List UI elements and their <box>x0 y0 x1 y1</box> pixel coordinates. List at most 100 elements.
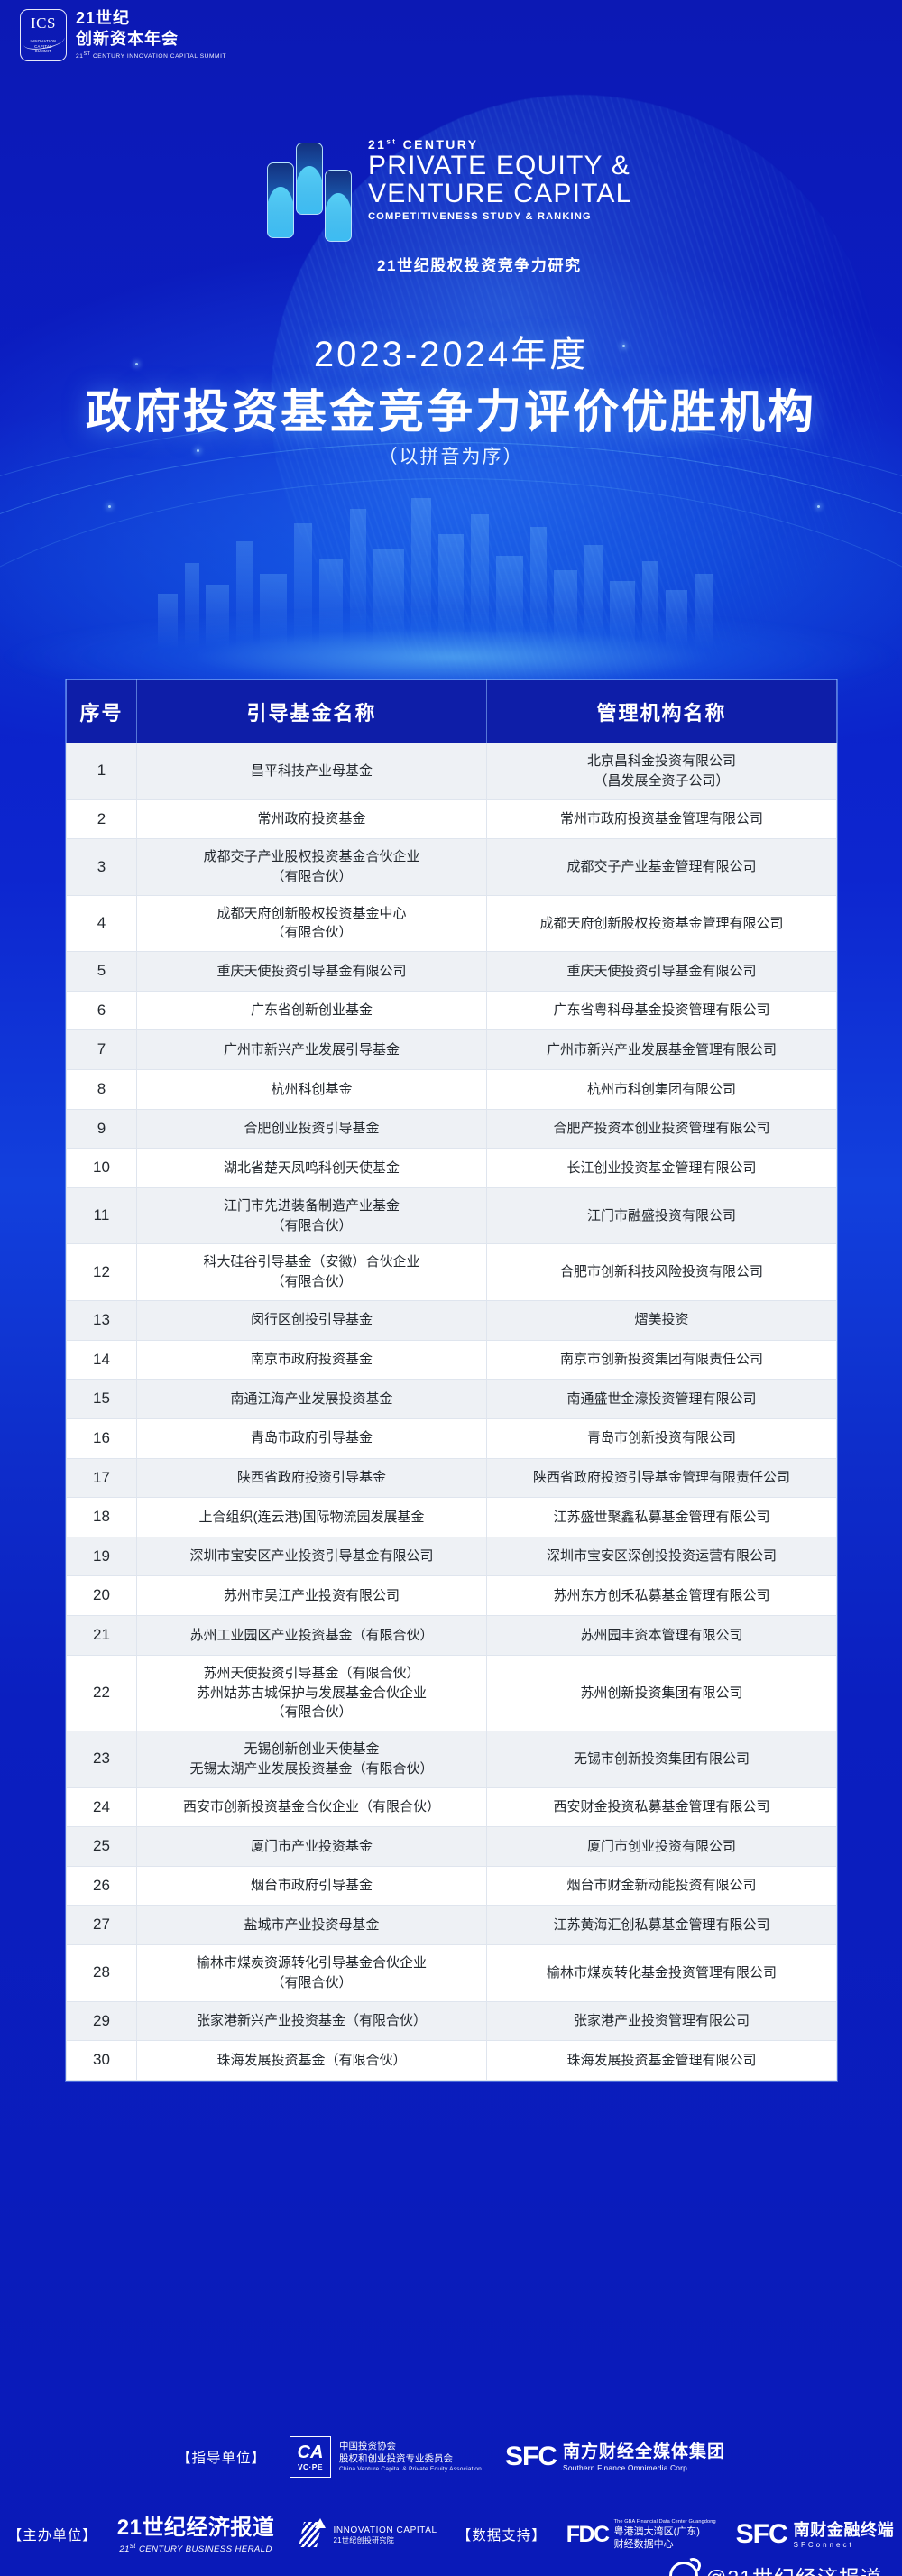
org-name-line: 长江创业投资基金管理有限公司 <box>566 1159 757 1176</box>
org-name-line: 苏州园丰资本管理有限公司 <box>580 1627 743 1643</box>
org-name-line: 陕西省政府投资引导基金管理有限责任公司 <box>532 1469 790 1485</box>
sfconnect-logo: SFC 南财金融终端 SFConnect <box>736 2519 895 2550</box>
table-row: 28 榆林市煤炭资源转化引导基金合伙企业 （有限合伙） 榆林市煤炭转化基金投资管理有限… <box>66 1944 837 2002</box>
fdc-en: The GBA Financial Data Center Guangdong <box>613 2518 716 2525</box>
bar-chart-icon <box>267 137 354 242</box>
row-org-name: 广东省粤科母基金投资管理有限公司 <box>486 990 837 1031</box>
ics-logo: ICS INNOVATION CAPITAL SUMMIT 21世纪 创新资本年会 … <box>20 9 226 61</box>
ics-name-line2: 创新资本年会 <box>76 30 179 49</box>
org-name-line: 无锡市创新投资集团有限公司 <box>573 1750 750 1767</box>
row-fund-name: 成都天府创新股权投资基金中心 （有限合伙） <box>136 894 487 953</box>
table-row: 29 张家港新兴产业投资基金（有限合伙） 张家港产业投资管理有限公司 <box>66 2000 837 2042</box>
cvca-cn1: 中国投资协会 <box>338 2440 396 2451</box>
org-name-line: 成都交子产业基金管理有限公司 <box>566 859 757 875</box>
row-fund-name: 青岛市政府引导基金 <box>136 1417 487 1459</box>
row-org-name: 陕西省政府投资引导基金管理有限责任公司 <box>486 1457 837 1499</box>
innovation-en: INNOVATION CAPITAL <box>333 2525 437 2535</box>
org-name-line: 江苏盛世聚鑫私募基金管理有限公司 <box>553 1509 770 1525</box>
fund-name-line: 烟台市政府引导基金 <box>250 1878 373 1894</box>
row-org-name: 苏州创新投资集团有限公司 <box>486 1654 837 1732</box>
row-org-name: 西安财金投资私募基金管理有限公司 <box>486 1787 837 1828</box>
org-name-line: 烟台市财金新动能投资有限公司 <box>566 1878 757 1894</box>
row-fund-name: 榆林市煤炭资源转化引导基金合伙企业 （有限合伙） <box>136 1944 487 2002</box>
innovation-capital-wordmark: INNOVATION CAPITAL 21世纪创投研究院 <box>333 2525 437 2545</box>
table-row: 22 苏州天使投资引导基金（有限合伙） 苏州姑苏古城保护与发展基金合伙企业 （有限合伙… <box>66 1654 837 1732</box>
row-org-name: 苏州东方创禾私募基金管理有限公司 <box>486 1575 837 1617</box>
ics-swoosh-icon <box>23 31 66 51</box>
guide-unit-label: 【指导单位】 <box>176 2451 266 2466</box>
row-index: 22 <box>66 1654 137 1732</box>
org-name-line: 榆林市煤炭转化基金投资管理有限公司 <box>546 1964 777 1980</box>
arc-lines-graphic <box>0 424 902 731</box>
table-row: 2 常州政府投资基金 常州市政府投资基金管理有限公司 <box>66 799 837 840</box>
row-fund-name: 苏州天使投资引导基金（有限合伙） 苏州姑苏古城保护与发展基金合伙企业 （有限合伙） <box>136 1654 487 1732</box>
org-name-line: 厦门市创业投资有限公司 <box>586 1838 736 1854</box>
fund-name-line: 厦门市产业投资基金 <box>250 1838 373 1854</box>
row-fund-name: 厦门市产业投资基金 <box>136 1826 487 1867</box>
weibo-icon <box>669 2562 699 2576</box>
sparkle <box>135 363 138 365</box>
ics-logo-wordmark: 21世纪 创新资本年会 21ST CENTURY INNOVATION CAPI… <box>76 10 226 60</box>
row-index: 19 <box>66 1536 137 1577</box>
fund-name-line: （有限合伙） <box>271 868 353 884</box>
row-org-name: 合肥产投资本创业投资管理有限公司 <box>486 1108 837 1150</box>
row-index: 26 <box>66 1865 137 1907</box>
fund-name-line: 苏州姑苏古城保护与发展基金合伙企业 <box>196 1685 427 1701</box>
fund-name-line: 上合组织(连云港)国际物流园发展基金 <box>198 1509 425 1525</box>
fund-name-line: 合肥创业投资引导基金 <box>244 1121 380 1137</box>
row-org-name: 成都交子产业基金管理有限公司 <box>486 838 837 896</box>
sfc-cn: 南方财经全媒体集团 <box>563 2442 726 2461</box>
row-index: 1 <box>66 743 137 800</box>
fdc-cn1: 粤港澳大湾区(广东) <box>613 2525 700 2537</box>
row-fund-name: 科大硅谷引导基金（安徽）合伙企业 （有限合伙） <box>136 1243 487 1301</box>
fund-name-line: （有限合伙） <box>271 1704 353 1721</box>
table-row: 19 深圳市宝安区产业投资引导基金有限公司 深圳市宝安区深创投投资运营有限公司 <box>66 1536 837 1577</box>
table-row: 9 合肥创业投资引导基金 合肥产投资本创业投资管理有限公司 <box>66 1108 837 1150</box>
table-row: 27 盐城市产业投资母基金 江苏黄海汇创私募基金管理有限公司 <box>66 1905 837 1946</box>
table-header-row: 序号 引导基金名称 管理机构名称 <box>66 679 837 743</box>
sfc-logo: SFC 南方财经全媒体集团 Southern Finance Omnimedia… <box>505 2442 725 2472</box>
org-name-line: 成都天府创新股权投资基金管理有限公司 <box>539 915 784 931</box>
row-org-name: 珠海发展投资基金管理有限公司 <box>486 2040 837 2081</box>
fund-name-line: 苏州天使投资引导基金（有限合伙） <box>203 1665 420 1681</box>
table-row: 12 科大硅谷引导基金（安徽）合伙企业 （有限合伙） 合肥市创新科技风险投资有限公司 <box>66 1243 837 1301</box>
row-org-name: 南通盛世金濠投资管理有限公司 <box>486 1379 837 1419</box>
footer-row-host: 【主办单位】 21世纪经济报道 21st CENTURY BUSINESS HE… <box>0 2514 902 2556</box>
row-org-name: 广州市新兴产业发展基金管理有限公司 <box>486 1029 837 1071</box>
ics-mark-text: ICS <box>31 14 56 32</box>
row-org-name: 青岛市创新投资有限公司 <box>486 1417 837 1459</box>
table-row: 8 杭州科创基金 杭州市科创集团有限公司 <box>66 1069 837 1110</box>
row-fund-name: 广州市新兴产业发展引导基金 <box>136 1029 487 1071</box>
row-fund-name: 江门市先进装备制造产业基金 （有限合伙） <box>136 1186 487 1245</box>
row-fund-name: 南京市政府投资基金 <box>136 1339 487 1380</box>
table-body: 1 昌平科技产业母基金 北京昌科金投资有限公司 （昌发展全资子公司） 2 常州政府投资基金… <box>66 743 837 2081</box>
herald-cn: 21世纪经济报道 <box>116 2516 275 2540</box>
sfconnect-en: SFConnect <box>793 2540 854 2549</box>
table-row: 18 上合组织(连云港)国际物流园发展基金 江苏盛世聚鑫私募基金管理有限公司 <box>66 1497 837 1537</box>
row-fund-name: 陕西省政府投资引导基金 <box>136 1457 487 1499</box>
fund-name-line: 湖北省楚天凤鸣科创天使基金 <box>223 1159 400 1176</box>
row-fund-name: 盐城市产业投资母基金 <box>136 1905 487 1946</box>
row-index: 16 <box>66 1417 137 1459</box>
org-name-line: 南京市创新投资集团有限责任公司 <box>559 1352 763 1368</box>
cvca-mark-top: CA <box>297 2442 324 2462</box>
fund-name-line: 榆林市煤炭资源转化引导基金合伙企业 <box>196 1955 427 1971</box>
fund-name-line: 成都天府创新股权投资基金中心 <box>216 905 407 921</box>
row-org-name: 江苏盛世聚鑫私募基金管理有限公司 <box>486 1497 837 1537</box>
weibo-credit: @21世纪经济报道 <box>669 2561 882 2576</box>
row-fund-name: 合肥创业投资引导基金 <box>136 1108 487 1150</box>
row-index: 13 <box>66 1299 137 1341</box>
row-index: 29 <box>66 2000 137 2042</box>
org-name-line: 江门市融盛投资有限公司 <box>586 1207 736 1223</box>
fund-name-line: 深圳市宝安区产业投资引导基金有限公司 <box>189 1548 434 1565</box>
pevc-eyebrow: 21st CENTURY <box>368 137 479 152</box>
pevc-line1: PRIVATE EQUITY & <box>368 151 630 180</box>
row-org-name: 常州市政府投资基金管理有限公司 <box>486 799 837 840</box>
row-index: 12 <box>66 1243 137 1301</box>
row-fund-name: 昌平科技产业母基金 <box>136 743 487 800</box>
cvca-wordmark: 中国投资协会 股权和创业投资专业委员会 China Venture Capita… <box>339 2441 482 2473</box>
innovation-capital-logo: INNOVATION CAPITAL 21世纪创投研究院 <box>294 2518 437 2551</box>
host-unit-label: 【主办单位】 <box>7 2528 97 2544</box>
weibo-handle: @21世纪经济报道 <box>705 2561 882 2576</box>
row-fund-name: 重庆天使投资引导基金有限公司 <box>136 951 487 992</box>
